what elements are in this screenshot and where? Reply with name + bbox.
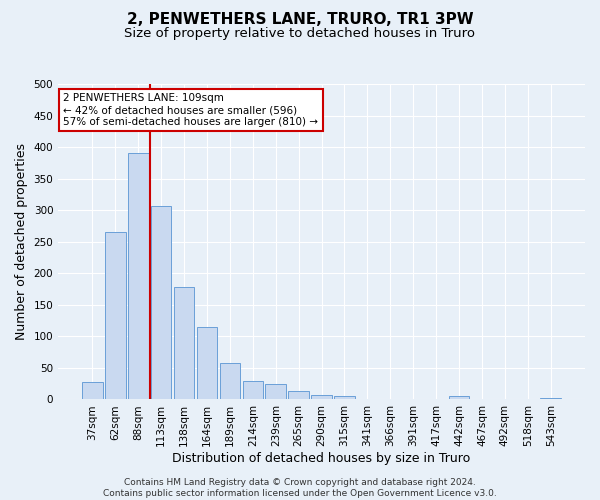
Text: Size of property relative to detached houses in Truro: Size of property relative to detached ho… xyxy=(125,28,476,40)
Text: Contains HM Land Registry data © Crown copyright and database right 2024.
Contai: Contains HM Land Registry data © Crown c… xyxy=(103,478,497,498)
Text: 2, PENWETHERS LANE, TRURO, TR1 3PW: 2, PENWETHERS LANE, TRURO, TR1 3PW xyxy=(127,12,473,28)
Bar xyxy=(220,364,240,400)
Bar xyxy=(311,395,332,400)
Bar xyxy=(541,398,561,400)
Bar xyxy=(151,206,172,400)
Bar xyxy=(197,327,217,400)
Bar xyxy=(105,232,125,400)
Text: 2 PENWETHERS LANE: 109sqm
← 42% of detached houses are smaller (596)
57% of semi: 2 PENWETHERS LANE: 109sqm ← 42% of detac… xyxy=(64,94,319,126)
X-axis label: Distribution of detached houses by size in Truro: Distribution of detached houses by size … xyxy=(172,452,471,465)
Y-axis label: Number of detached properties: Number of detached properties xyxy=(15,143,28,340)
Bar xyxy=(265,384,286,400)
Bar xyxy=(82,382,103,400)
Bar xyxy=(128,154,149,400)
Bar xyxy=(289,390,309,400)
Bar xyxy=(334,396,355,400)
Bar xyxy=(174,287,194,400)
Bar xyxy=(242,380,263,400)
Bar xyxy=(449,396,469,400)
